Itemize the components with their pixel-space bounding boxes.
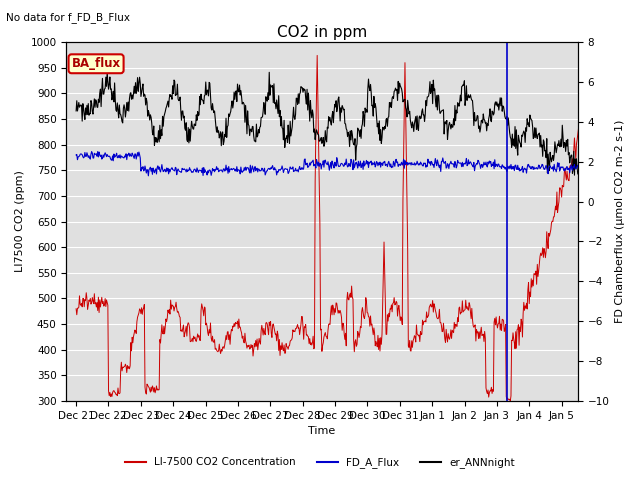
Y-axis label: FD Chamberflux (μmol CO2 m-2 s-1): FD Chamberflux (μmol CO2 m-2 s-1) [615, 120, 625, 323]
Y-axis label: LI7500 CO2 (ppm): LI7500 CO2 (ppm) [15, 170, 25, 273]
Text: No data for f_FD_B_Flux: No data for f_FD_B_Flux [6, 12, 131, 23]
Text: BA_flux: BA_flux [72, 57, 121, 70]
Title: CO2 in ppm: CO2 in ppm [277, 24, 367, 39]
X-axis label: Time: Time [308, 426, 336, 436]
Legend: LI-7500 CO2 Concentration, FD_A_Flux, er_ANNnight: LI-7500 CO2 Concentration, FD_A_Flux, er… [121, 453, 519, 472]
